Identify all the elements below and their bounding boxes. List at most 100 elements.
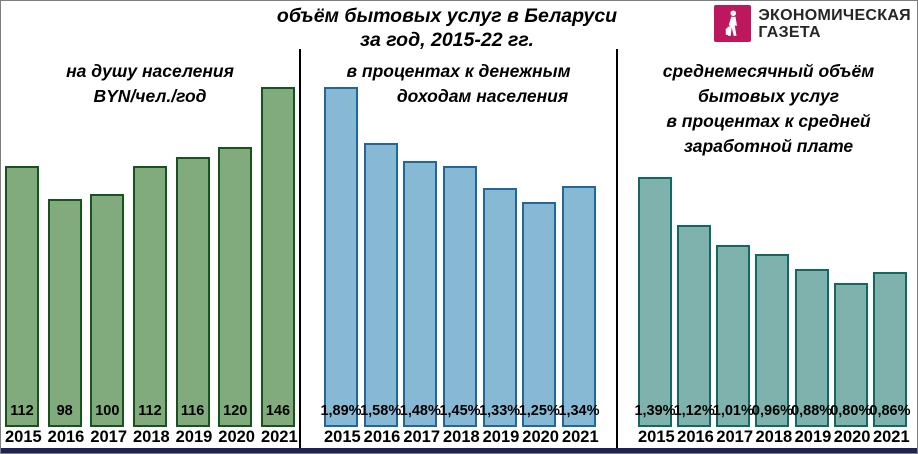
- chart-title-line: среднемесячный объём: [662, 61, 875, 81]
- year-label: 2016: [363, 428, 401, 446]
- bar: 1,25%: [519, 202, 560, 427]
- bar: 1,39%: [634, 177, 676, 427]
- bar: 1,48%: [400, 161, 441, 427]
- year-column: 2015: [324, 428, 361, 447]
- bar: 0,88%: [791, 269, 832, 427]
- chart-title-line: в процентах к средней: [666, 111, 871, 131]
- year-label: 2019: [482, 428, 520, 446]
- year-column: 2015: [5, 428, 42, 447]
- bar: 1,34%: [558, 186, 600, 427]
- year-label: 2021: [872, 428, 910, 446]
- bar-value-label: 100: [95, 403, 120, 419]
- chart-title-line: доходам населения: [396, 86, 569, 106]
- bar-value-label: 112: [10, 403, 34, 419]
- year-column: 2018: [132, 428, 170, 447]
- publisher-name-line2: ГАЗЕТА: [758, 24, 821, 41]
- publisher-name: ЭКОНОМИЧЕСКАЯ ГАЗЕТА: [758, 5, 911, 41]
- bar-value-label: 98: [56, 403, 73, 419]
- bar-value-label: 1,39%: [634, 403, 676, 419]
- bar-value-label: 1,45%: [439, 403, 481, 419]
- year-label: 2020: [522, 428, 559, 446]
- bar: 0,86%: [869, 272, 911, 427]
- chart-title-line: заработной плате: [683, 136, 854, 156]
- bar-value-label: 0,80%: [830, 403, 872, 419]
- publisher-logo: ЭКОНОМИЧЕСКАЯ ГАЗЕТА: [714, 5, 911, 42]
- bar: 112: [5, 166, 39, 427]
- year-column: 2019: [482, 428, 520, 447]
- year-column: 2020: [833, 428, 871, 447]
- bar: 116: [175, 157, 210, 427]
- bar: 1,45%: [439, 166, 481, 427]
- chart-percent-of-income: в процентах к денежным доходам населения …: [301, 49, 618, 448]
- x-axis-labels: 2015 2016 2017 2018 2019 2020 2021: [301, 427, 616, 448]
- year-label: 2015: [5, 428, 42, 446]
- year-column: 2018: [442, 428, 480, 447]
- year-column: 2021: [561, 428, 599, 447]
- year-label: 2017: [90, 428, 128, 446]
- year-label: 2018: [132, 428, 170, 446]
- bar-value-label: 1,12%: [673, 403, 715, 419]
- year-column: 2016: [363, 428, 401, 447]
- year-column: 2020: [218, 428, 255, 447]
- year-label: 2017: [716, 428, 754, 446]
- bar-value-label: 1,89%: [320, 403, 362, 419]
- year-column: 2021: [872, 428, 910, 447]
- year-label: 2018: [755, 428, 793, 446]
- bar-value-label: 1,48%: [399, 403, 441, 419]
- year-column: 2015: [638, 428, 675, 447]
- year-label: 2015: [324, 428, 361, 446]
- x-axis-labels: 2015 2016 2017 2018 2019 2020 2021: [1, 427, 299, 448]
- year-column: 2016: [48, 428, 85, 447]
- bars-row: 112 98 100 112 116 120 146: [1, 87, 299, 427]
- bar-value-label: 1,58%: [360, 403, 402, 419]
- year-label: 2017: [403, 428, 441, 446]
- bar: 100: [90, 194, 125, 427]
- bar-value-label: 0,86%: [869, 403, 911, 419]
- year-label: 2021: [260, 428, 298, 446]
- bar: 1,33%: [479, 188, 520, 427]
- year-column: 2021: [260, 428, 298, 447]
- page-title-line2: за год, 2015-22 гг.: [360, 29, 534, 51]
- chart-title: на душу населения BYN/чел./год: [1, 59, 299, 109]
- bar: 1,58%: [360, 143, 401, 427]
- year-label: 2018: [442, 428, 480, 446]
- chart-title-line: бытовых услуг: [697, 86, 840, 106]
- year-label: 2016: [677, 428, 714, 446]
- bar: 120: [218, 147, 253, 427]
- bar-value-label: 1,01%: [712, 403, 754, 419]
- bar-value-label: 146: [265, 403, 291, 419]
- footer-accent-bar: [1, 448, 917, 453]
- year-column: 2019: [175, 428, 213, 447]
- year-column: 2017: [716, 428, 754, 447]
- year-label: 2021: [561, 428, 599, 446]
- chart-per-capita: на душу населения BYN/чел./год 112 98 100 11…: [1, 49, 301, 448]
- bar: 98: [47, 199, 82, 427]
- bar-value-label: 112: [138, 403, 162, 419]
- chart-percent-of-salary: среднемесячный объём бытовых услуг в проце…: [618, 49, 917, 448]
- x-axis-labels: 2015 2016 2017 2018 2019 2020 2021: [618, 427, 917, 448]
- bar: 0,96%: [752, 254, 793, 427]
- year-label: 2020: [218, 428, 255, 446]
- bar: 1,12%: [674, 225, 715, 427]
- year-label: 2015: [638, 428, 675, 446]
- year-column: 2016: [677, 428, 714, 447]
- page-title: объём бытовых услуг в Беларуси за год, 2…: [1, 4, 917, 52]
- year-column: 2017: [90, 428, 128, 447]
- bar-value-label: 1,33%: [479, 403, 521, 419]
- bar: 146: [260, 87, 295, 427]
- year-label: 2020: [833, 428, 871, 446]
- bar: 1,01%: [713, 245, 754, 427]
- bar: 112: [132, 166, 167, 427]
- chart-title-line: BYN/чел./год: [93, 86, 207, 106]
- bars-row: 1,89% 1,58% 1,48% 1,45% 1,33% 1,25% 1,34%: [301, 87, 616, 427]
- publisher-name-line1: ЭКОНОМИЧЕСКАЯ: [758, 7, 911, 24]
- walking-person-icon: [714, 5, 752, 42]
- year-label: 2019: [794, 428, 832, 446]
- year-label: 2019: [175, 428, 213, 446]
- bar-value-label: 1,34%: [558, 403, 600, 419]
- year-column: 2019: [794, 428, 832, 447]
- bar-value-label: 0,88%: [791, 403, 833, 419]
- year-column: 2020: [522, 428, 559, 447]
- chart-title-line: в процентах к денежным: [346, 61, 571, 81]
